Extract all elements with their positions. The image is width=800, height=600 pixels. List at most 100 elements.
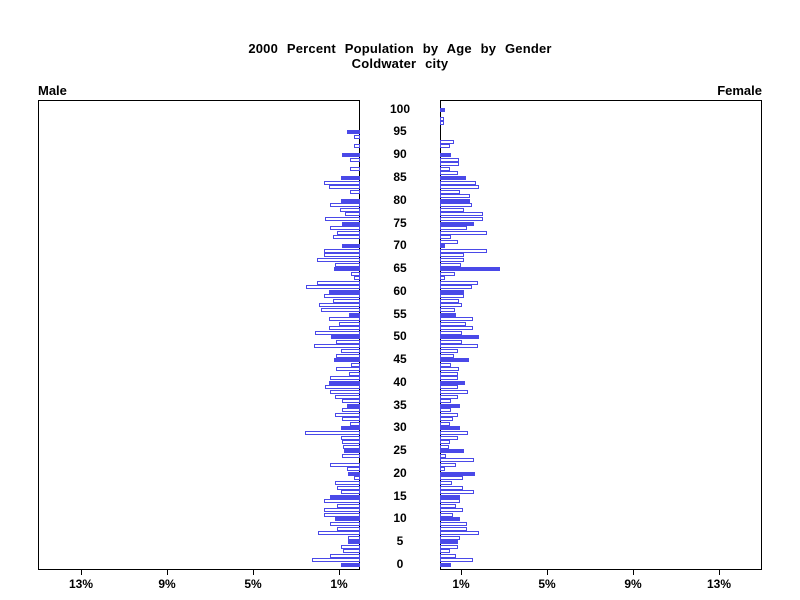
bar-female-age-34 [440, 408, 451, 413]
age-tick-label-100: 100 [389, 101, 411, 116]
bar-female-age-11 [440, 512, 453, 517]
bar-female-age-49 [440, 339, 462, 344]
age-tick-label-75: 75 [393, 215, 407, 230]
female-axis-label: Female [717, 83, 762, 98]
bar-female-age-40 [440, 380, 465, 385]
bar-male-age-25 [344, 449, 360, 454]
bar-female-age-44 [440, 362, 451, 367]
bar-male-age-31 [350, 421, 360, 426]
bar-male-age-52 [329, 326, 360, 331]
bar-female-age-75 [440, 221, 474, 226]
bar-female-age-54 [440, 317, 473, 322]
bar-male-age-61 [306, 285, 360, 290]
bar-male-age-92 [354, 144, 360, 149]
bar-male-age-18 [335, 481, 360, 486]
bar-male-age-79 [330, 203, 360, 208]
bar-female-age-19 [440, 476, 463, 481]
age-tick-label-55: 55 [393, 306, 407, 321]
bar-male-age-7 [318, 531, 360, 536]
bar-female-age-69 [440, 248, 487, 253]
bar-male-age-30 [341, 426, 360, 431]
bar-female-age-39 [440, 385, 458, 390]
bar-female-age-71 [440, 239, 458, 244]
age-tick-label-60: 60 [393, 283, 407, 298]
bar-female-age-73 [440, 230, 487, 235]
bar-female-age-13 [440, 503, 456, 508]
bar-male-age-62 [317, 280, 360, 285]
age-tick-label-40: 40 [393, 374, 407, 389]
bar-male-age-65 [334, 267, 360, 272]
bar-male-age-51 [315, 330, 360, 335]
bar-male-age-50 [331, 335, 360, 340]
age-tick-label-95: 95 [393, 124, 407, 139]
age-tick-label-35: 35 [393, 397, 407, 412]
bar-male-age-76 [325, 216, 360, 221]
bar-female-age-72 [440, 235, 451, 240]
bar-male-age-1 [312, 558, 360, 563]
female-plot-area [440, 100, 762, 570]
bar-male-age-19 [354, 476, 360, 481]
age-tick-label-5: 5 [396, 534, 404, 549]
bar-male-age-55 [349, 312, 360, 317]
bar-female-age-9 [440, 522, 467, 527]
bar-male-age-54 [329, 317, 360, 322]
bar-female-age-65 [440, 267, 500, 272]
bar-female-age-25 [440, 449, 464, 454]
bar-female-age-66 [440, 262, 461, 267]
male-5pct-tick [253, 570, 254, 575]
bar-male-age-58 [333, 298, 360, 303]
bar-male-age-28 [341, 435, 360, 440]
bar-female-age-23 [440, 458, 474, 463]
bar-male-age-44 [351, 362, 360, 367]
male-9pct-tick-label: 9% [158, 577, 176, 591]
bar-male-age-83 [329, 185, 360, 190]
bar-male-age-80 [341, 198, 360, 203]
bar-female-age-28 [440, 435, 458, 440]
bar-female-age-81 [440, 194, 470, 199]
bar-male-age-24 [342, 453, 360, 458]
age-tick-label-30: 30 [393, 420, 407, 435]
bar-female-age-84 [440, 180, 476, 185]
bar-female-age-15 [440, 494, 460, 499]
female-5pct-tick [547, 570, 548, 575]
bar-female-age-35 [440, 403, 460, 408]
female-1pct-tick-label: 1% [452, 577, 470, 591]
bar-male-age-29 [305, 430, 360, 435]
bar-male-age-49 [336, 339, 360, 344]
bar-male-age-37 [335, 394, 360, 399]
male-13pct-tick [81, 570, 82, 575]
bar-female-age-21 [440, 467, 445, 472]
bar-male-age-41 [330, 376, 360, 381]
bar-female-age-31 [440, 421, 450, 426]
female-9pct-tick [633, 570, 634, 575]
bar-female-age-46 [440, 353, 454, 358]
bar-female-age-29 [440, 430, 468, 435]
age-tick-label-90: 90 [393, 147, 407, 162]
bar-female-age-100 [440, 107, 445, 112]
bar-female-age-87 [440, 166, 450, 171]
bar-male-age-6 [348, 535, 360, 540]
bar-female-age-57 [440, 303, 462, 308]
bar-female-age-82 [440, 189, 460, 194]
bar-female-age-77 [440, 212, 483, 217]
bar-female-age-74 [440, 226, 467, 231]
bar-male-age-77 [345, 212, 360, 217]
male-9pct-tick [167, 570, 168, 575]
age-tick-label-85: 85 [393, 169, 407, 184]
male-axis-label: Male [38, 83, 67, 98]
bar-male-age-11 [324, 512, 360, 517]
bar-female-age-85 [440, 175, 466, 180]
bar-male-age-26 [343, 444, 360, 449]
bar-female-age-52 [440, 326, 473, 331]
bar-male-age-3 [343, 549, 360, 554]
age-tick-label-70: 70 [393, 238, 407, 253]
bar-male-age-74 [330, 226, 360, 231]
bar-male-age-90 [342, 153, 360, 158]
age-tick-label-15: 15 [393, 488, 407, 503]
bar-male-age-0 [341, 563, 360, 567]
bar-female-age-5 [440, 540, 458, 545]
bar-female-age-26 [440, 444, 449, 449]
bar-female-age-55 [440, 312, 456, 317]
bar-male-age-82 [350, 189, 360, 194]
bar-female-age-67 [440, 257, 464, 262]
